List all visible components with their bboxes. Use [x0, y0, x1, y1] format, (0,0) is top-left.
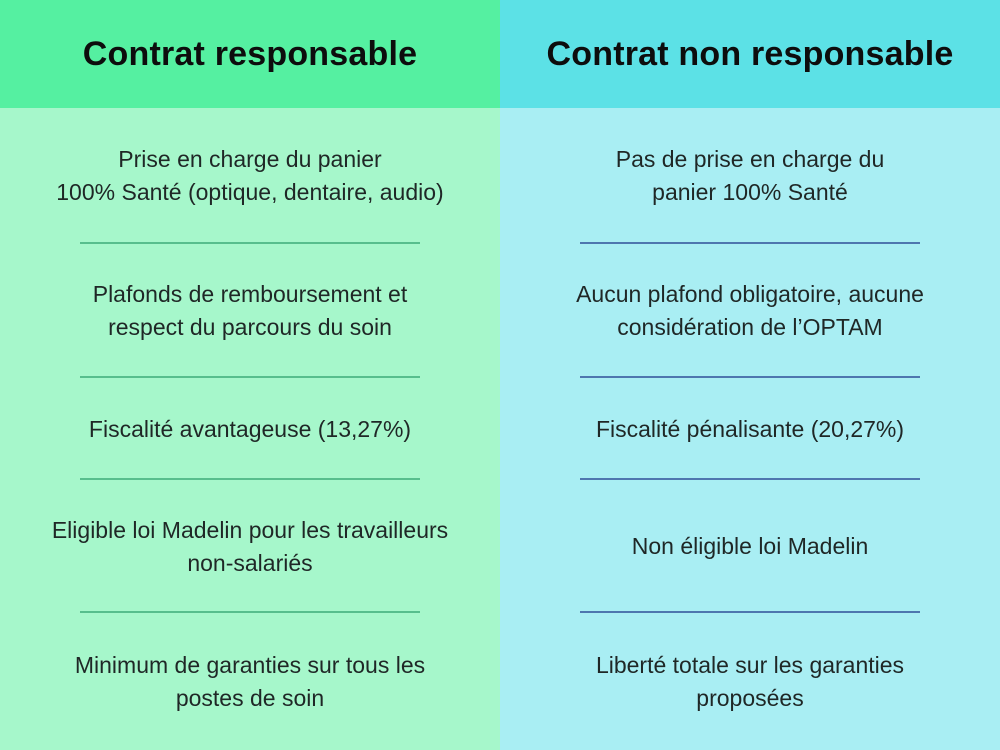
row-text: Fiscalité pénalisante (20,27%): [595, 415, 905, 442]
row-text: Prise en charge du panier 100% Santé (op…: [56, 146, 444, 205]
table-row: Non éligible loi Madelin: [500, 480, 1000, 613]
table-row: Plafonds de remboursement et respect du …: [0, 244, 500, 378]
row-divider: [80, 376, 420, 378]
row-text: Aucun plafond obligatoire, aucune consid…: [576, 281, 924, 340]
row-divider: [80, 611, 420, 613]
column-body-responsable: Prise en charge du panier 100% Santé (op…: [0, 108, 500, 750]
table-row: Liberté totale sur les garanties proposé…: [500, 613, 1000, 750]
row-text: Minimum de garanties sur tous les postes…: [74, 651, 426, 711]
table-row: Fiscalité avantageuse (13,27%): [0, 378, 500, 480]
table-row: Minimum de garanties sur tous les postes…: [0, 613, 500, 750]
table-row: Aucun plafond obligatoire, aucune consid…: [500, 244, 1000, 378]
column-contrat-responsable: Contrat responsable Prise en charge du p…: [0, 0, 500, 750]
table-row: Pas de prise en charge du panier 100% Sa…: [500, 108, 1000, 244]
row-text: Eligible loi Madelin pour les travailleu…: [51, 516, 449, 576]
column-title: Contrat responsable: [82, 34, 418, 73]
row-text: Fiscalité avantageuse (13,27%): [88, 415, 412, 442]
row-divider: [580, 376, 920, 378]
row-divider: [580, 478, 920, 480]
row-divider: [580, 611, 920, 613]
row-divider: [580, 242, 920, 244]
row-text: Plafonds de remboursement et respect du …: [92, 281, 408, 340]
table-row: Eligible loi Madelin pour les travailleu…: [0, 480, 500, 613]
column-header-responsable: Contrat responsable: [0, 0, 500, 108]
row-text: Liberté totale sur les garanties proposé…: [595, 651, 905, 711]
row-text: Pas de prise en charge du panier 100% Sa…: [615, 146, 885, 205]
row-divider: [80, 242, 420, 244]
column-body-non-responsable: Pas de prise en charge du panier 100% Sa…: [500, 108, 1000, 750]
column-header-non-responsable: Contrat non responsable: [500, 0, 1000, 108]
row-divider: [80, 478, 420, 480]
row-text: Non éligible loi Madelin: [631, 533, 869, 559]
table-row: Prise en charge du panier 100% Santé (op…: [0, 108, 500, 244]
column-title: Contrat non responsable: [546, 34, 954, 73]
table-row: Fiscalité pénalisante (20,27%): [500, 378, 1000, 480]
column-contrat-non-responsable: Contrat non responsable Pas de prise en …: [500, 0, 1000, 750]
